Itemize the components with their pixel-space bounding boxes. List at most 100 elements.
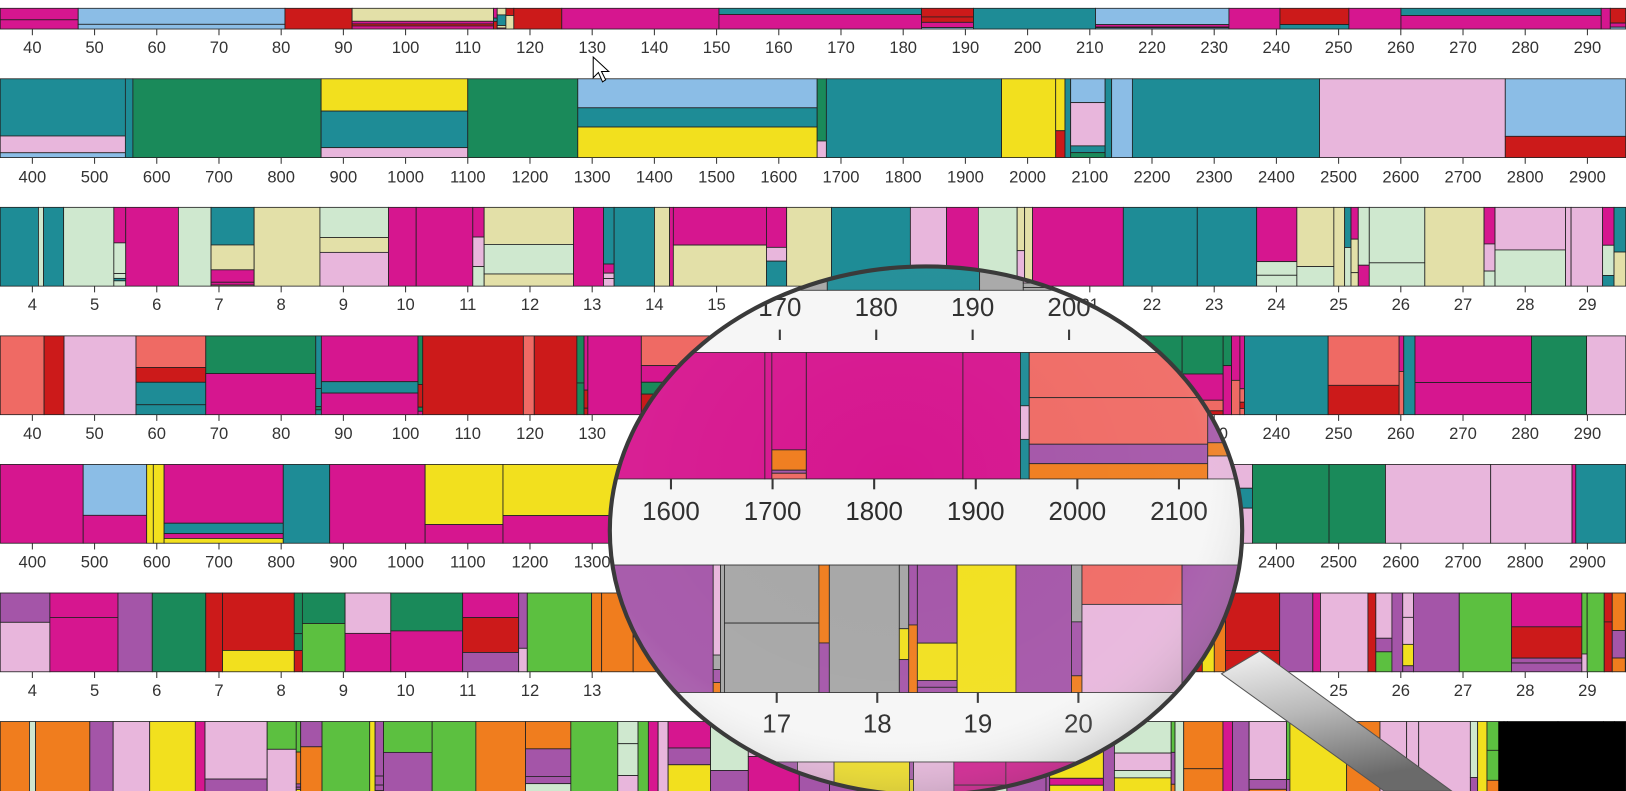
axis-label: 180	[889, 38, 917, 57]
block	[77, 7, 286, 25]
block	[49, 592, 119, 618]
block	[603, 278, 615, 287]
block	[132, 78, 322, 158]
block	[1228, 7, 1281, 30]
axis-label: 1200	[512, 552, 549, 571]
block	[1613, 206, 1626, 253]
block	[210, 269, 255, 283]
block	[1504, 135, 1626, 158]
block	[135, 335, 207, 368]
block	[1170, 751, 1176, 785]
block	[502, 464, 626, 517]
block	[266, 748, 297, 791]
block	[718, 7, 922, 15]
block	[35, 721, 91, 791]
block	[204, 778, 268, 791]
block	[667, 764, 711, 791]
axis-label: 28	[1516, 681, 1534, 700]
block	[667, 747, 711, 766]
block	[390, 592, 464, 632]
axis-label: 1900	[947, 168, 984, 187]
block	[1174, 721, 1185, 791]
block	[1131, 78, 1320, 158]
axis-label: 2800	[1507, 552, 1544, 571]
block	[1603, 621, 1613, 673]
axis-label: 2800	[1507, 168, 1544, 187]
block	[1602, 244, 1615, 276]
block	[1232, 721, 1250, 791]
block	[1609, 26, 1626, 30]
block	[300, 746, 323, 791]
block	[315, 409, 322, 416]
block	[1279, 24, 1350, 30]
block	[301, 592, 346, 624]
block	[525, 783, 572, 791]
block	[1611, 630, 1626, 659]
block	[1327, 335, 1400, 386]
block	[0, 78, 126, 137]
axis-label: 90	[334, 424, 352, 443]
block	[1239, 388, 1245, 403]
block	[0, 135, 126, 154]
block	[1483, 206, 1496, 245]
block	[163, 533, 284, 539]
block	[319, 237, 389, 253]
axis-label: 13	[583, 681, 601, 700]
axis-label: 13	[583, 295, 601, 314]
block	[0, 335, 45, 416]
block	[1469, 777, 1479, 791]
block	[300, 721, 323, 748]
axis-label: 7	[214, 295, 223, 314]
block	[462, 592, 520, 619]
block	[1609, 22, 1626, 28]
block	[1049, 784, 1104, 791]
axis-label: 9	[339, 681, 348, 700]
block	[513, 7, 563, 30]
block	[718, 14, 922, 30]
axis-label: 500	[81, 168, 109, 187]
block	[284, 7, 353, 30]
block	[205, 592, 223, 673]
block	[125, 206, 179, 287]
block	[1575, 464, 1626, 544]
block	[483, 273, 574, 287]
axis-label: 1000	[387, 168, 424, 187]
block	[1113, 770, 1172, 779]
block	[1494, 249, 1566, 287]
axis-label: 250	[1325, 38, 1353, 57]
block	[1385, 464, 1492, 544]
axis-label: 700	[205, 552, 233, 571]
block	[1350, 272, 1359, 287]
block	[525, 721, 572, 750]
axis-label: 900	[330, 552, 358, 571]
block	[576, 335, 585, 384]
block	[151, 592, 207, 673]
block	[1055, 78, 1066, 132]
axis-label: 2500	[1320, 168, 1357, 187]
block	[496, 7, 507, 16]
axis-label: 260	[1387, 424, 1415, 443]
block	[112, 721, 151, 791]
axis-label: 230	[1200, 38, 1228, 57]
block	[82, 514, 148, 544]
block	[816, 140, 827, 158]
block	[1600, 7, 1611, 30]
block	[82, 464, 148, 516]
axis-label: 29	[1578, 681, 1596, 700]
axis-label: 6	[152, 295, 161, 314]
block	[266, 721, 297, 750]
axis-label: 2600	[1382, 552, 1419, 571]
block	[29, 721, 37, 791]
axis-label: 27	[1454, 295, 1472, 314]
block	[617, 775, 639, 791]
axis-label: 4	[28, 295, 37, 314]
axis-label: 12	[521, 681, 539, 700]
axis-label: 14	[645, 295, 663, 314]
block	[163, 522, 284, 535]
block	[320, 147, 469, 158]
block	[1424, 206, 1485, 287]
block	[295, 789, 302, 791]
axis-label: 1100	[450, 552, 486, 571]
block	[657, 721, 669, 791]
block	[1104, 78, 1113, 158]
